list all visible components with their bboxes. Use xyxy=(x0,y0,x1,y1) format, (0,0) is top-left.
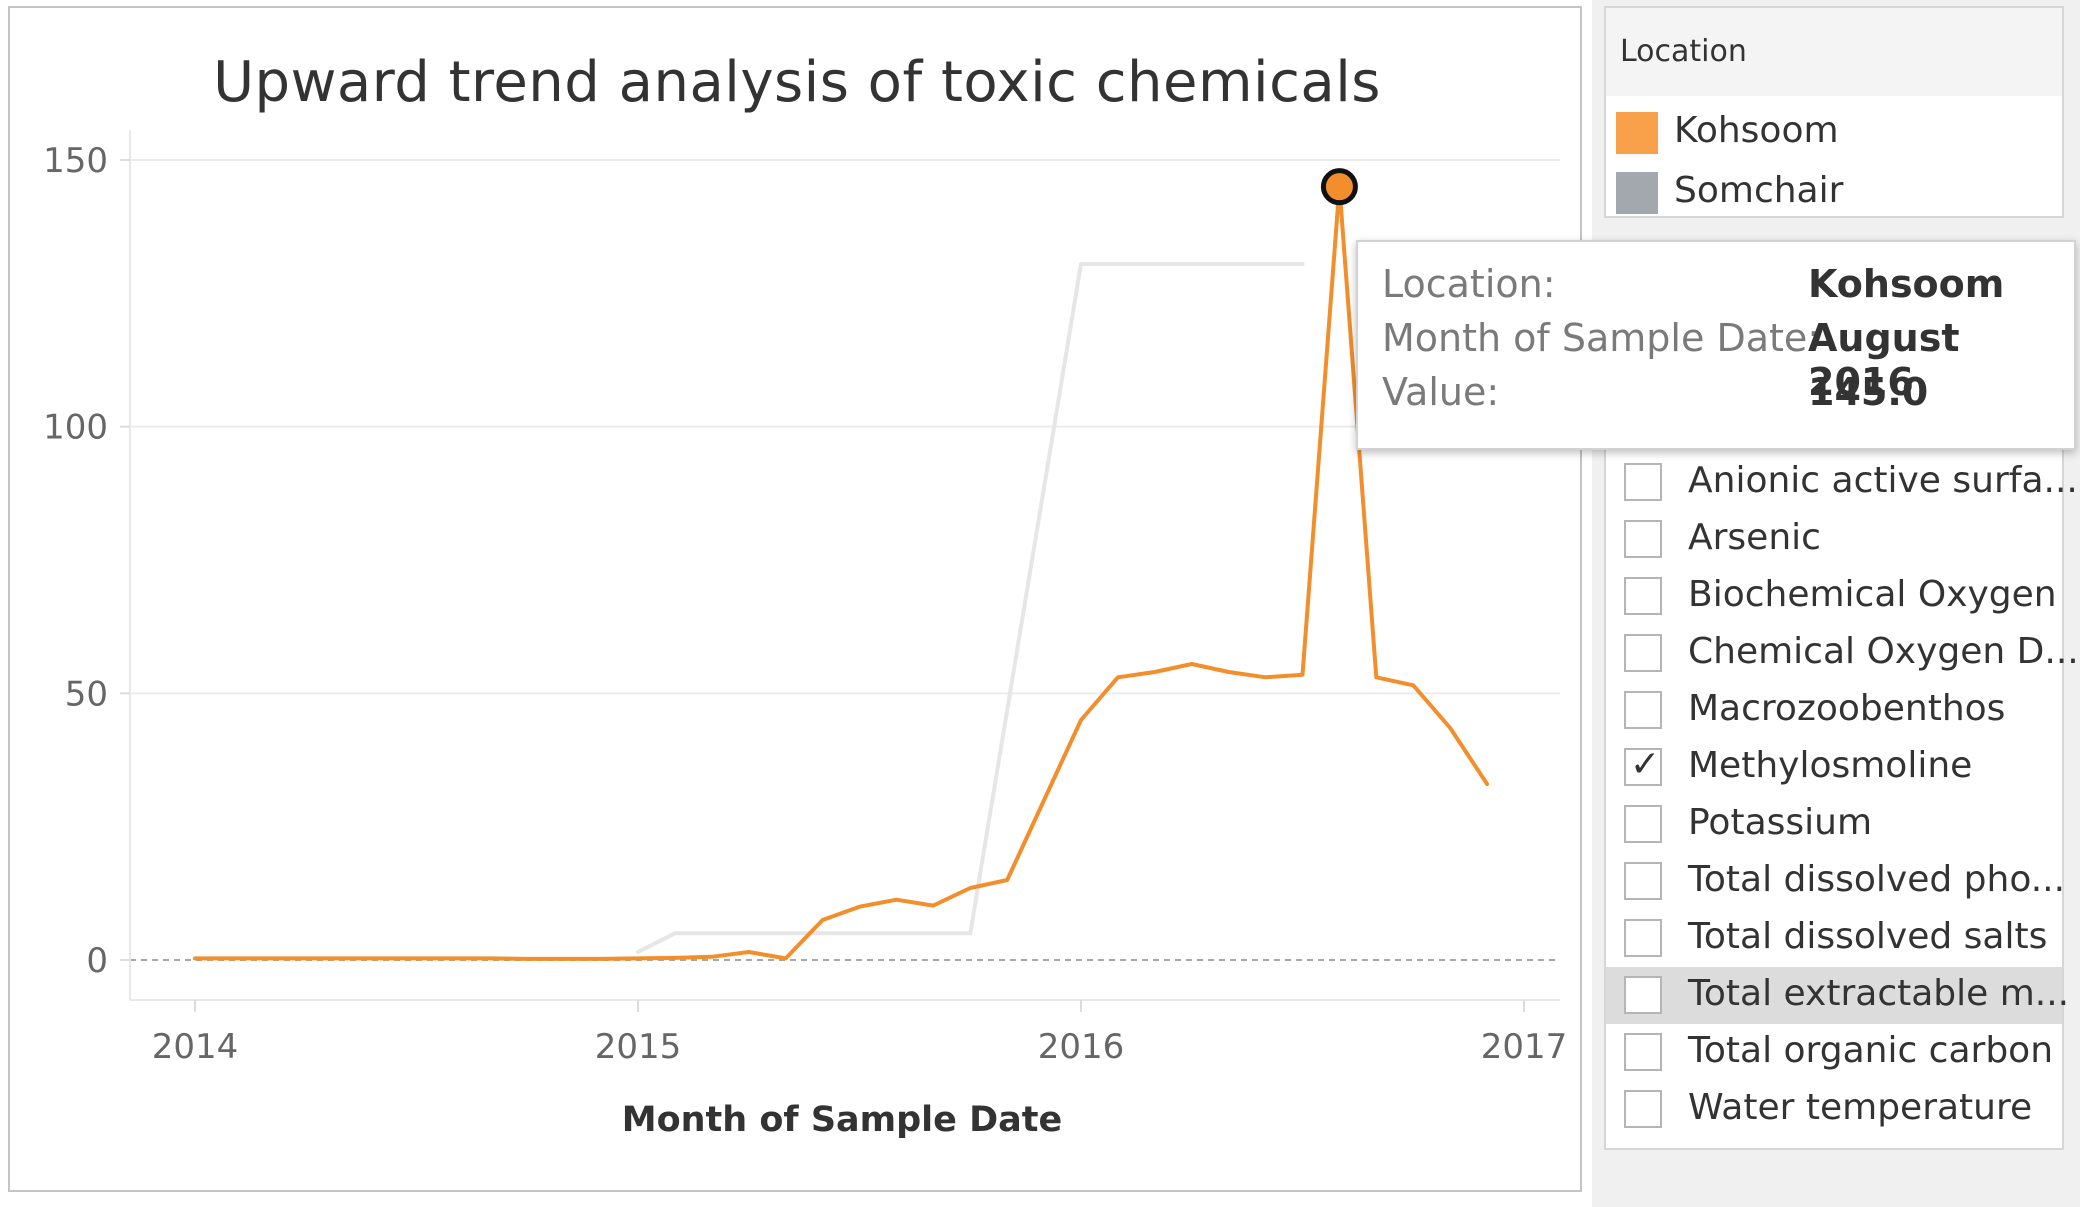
filter-item[interactable]: Anionic active surfa... xyxy=(1606,454,2078,511)
filter-item[interactable]: Total extractable m... xyxy=(1606,967,2069,1024)
x-tick-label: 2014 xyxy=(152,1027,239,1067)
filter-item[interactable]: Chemical Oxygen D... xyxy=(1606,625,2079,682)
series-line-somchair xyxy=(636,262,1305,954)
tooltip-value: August 2016 xyxy=(1808,316,1960,404)
filter-item[interactable]: Total organic carbon xyxy=(1606,1024,2062,1081)
filter-item[interactable]: Total dissolved salts xyxy=(1606,910,2062,967)
y-tick-label: 100 xyxy=(43,408,108,448)
legend-item-somchair[interactable]: Somchair xyxy=(1616,168,2056,218)
checkbox[interactable] xyxy=(1624,1033,1662,1071)
checkbox[interactable] xyxy=(1624,634,1662,672)
checkbox[interactable] xyxy=(1624,691,1662,729)
filter-label: Arsenic xyxy=(1688,517,1821,558)
checkbox[interactable]: ✓ xyxy=(1624,744,1662,786)
legend-swatch xyxy=(1616,172,1658,214)
filter-item[interactable]: ✓ Methylosmoline xyxy=(1606,739,2062,796)
y-tick-label: 0 xyxy=(86,941,108,981)
legend-item-kohsoom[interactable]: Kohsoom xyxy=(1616,108,2056,158)
filter-item[interactable]: Arsenic xyxy=(1606,511,2062,568)
legend-title: Location xyxy=(1620,34,1747,69)
filter-item[interactable]: Water temperature xyxy=(1606,1081,2062,1138)
tooltip-key: Value: xyxy=(1382,370,1500,414)
x-tick-label: 2015 xyxy=(595,1027,682,1067)
y-tick-label: 50 xyxy=(65,674,108,714)
filter-label: Total dissolved salts xyxy=(1688,916,2048,957)
filter-label: Chemical Oxygen D... xyxy=(1688,631,2079,672)
tooltip-value: Kohsoom xyxy=(1808,262,2005,306)
checkbox[interactable] xyxy=(1624,976,1662,1014)
checkbox[interactable] xyxy=(1624,919,1662,957)
tooltip-key: Month of Sample Date: xyxy=(1382,316,1821,360)
checkbox[interactable] xyxy=(1624,1090,1662,1128)
filter-label: Methylosmoline xyxy=(1688,745,1973,786)
tooltip-key: Location: xyxy=(1382,262,1556,306)
checkbox[interactable] xyxy=(1624,805,1662,843)
line-chart: 0 50 100 150 2014 2015 2016 2017 Month of Sampl… xyxy=(43,130,1568,1140)
checkbox[interactable] xyxy=(1624,577,1662,615)
chart-title: Upward trend analysis of toxic chemicals xyxy=(213,50,1381,115)
checkbox[interactable] xyxy=(1624,862,1662,900)
highlight-point xyxy=(1320,168,1358,206)
filter-item[interactable]: Total dissolved pho... xyxy=(1606,853,2066,910)
check-icon: ✓ xyxy=(1630,744,1661,785)
legend-label: Somchair xyxy=(1674,170,1844,211)
x-tick-label: 2017 xyxy=(1481,1027,1568,1067)
tooltip: Location: Kohsoom Month of Sample Date: … xyxy=(1356,240,2076,450)
filter-item[interactable]: Biochemical Oxygen xyxy=(1606,568,2062,625)
series-line-kohsoom xyxy=(193,184,1490,961)
filter-label: Total organic carbon xyxy=(1688,1030,2054,1071)
legend-label: Kohsoom xyxy=(1674,110,1839,151)
x-tick-label: 2016 xyxy=(1038,1027,1125,1067)
filter-item[interactable]: Potassium xyxy=(1606,796,2062,853)
legend-swatch xyxy=(1616,112,1658,154)
checkbox[interactable] xyxy=(1624,520,1662,558)
checkbox[interactable] xyxy=(1624,463,1662,501)
chart-panel: Upward trend analysis of toxic chemicals xyxy=(8,6,1582,1192)
legend: Location Kohsoom Somchair xyxy=(1604,6,2064,218)
filter-label: Biochemical Oxygen xyxy=(1688,574,2057,615)
filter-label: Total extractable m... xyxy=(1688,973,2070,1014)
tooltip-value: 145.0 xyxy=(1808,370,1929,414)
filter-label: Total dissolved pho... xyxy=(1688,859,2066,900)
y-tick-label: 150 xyxy=(43,141,108,181)
legend-header xyxy=(1606,8,2062,96)
filter-label: Water temperature xyxy=(1688,1087,2033,1128)
filter-label: Macrozoobenthos xyxy=(1688,688,2006,729)
filter-item[interactable]: Macrozoobenthos xyxy=(1606,682,2062,739)
filter-label: Potassium xyxy=(1688,802,1873,843)
x-axis-label: Month of Sample Date xyxy=(622,1100,1063,1140)
filter-label: Anionic active surfa... xyxy=(1688,460,2078,501)
